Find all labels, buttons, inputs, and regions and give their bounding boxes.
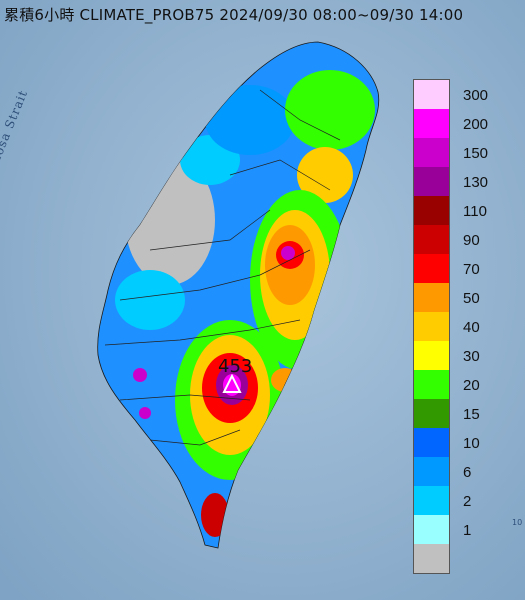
legend-label: 1	[463, 522, 472, 539]
legend-label: 300	[463, 87, 489, 104]
legend-label: 30	[463, 348, 480, 365]
legend-label: 6	[463, 464, 472, 481]
legend-swatch	[414, 80, 449, 109]
legend-swatch	[414, 428, 449, 457]
legend-swatch	[414, 515, 449, 544]
legend-swatch	[414, 341, 449, 370]
legend-swatch	[414, 254, 449, 283]
legend-label: 2	[463, 493, 472, 510]
legend-swatch	[414, 138, 449, 167]
legend-swatch	[414, 312, 449, 341]
legend-label: 10	[463, 435, 480, 452]
rainfall-legend: 300 200 150 130 110 90 70 50 40 30 20 15 10 6 2 1	[413, 79, 513, 574]
legend-label: 90	[463, 232, 480, 249]
legend-label: 130	[463, 174, 489, 191]
legend-label: 15	[463, 406, 480, 423]
legend-swatch	[414, 486, 449, 515]
county-borders	[104, 89, 341, 446]
legend-swatch	[414, 109, 449, 138]
legend-swatch	[414, 370, 449, 399]
legend-label: 70	[463, 261, 480, 278]
legend-swatch	[414, 167, 449, 196]
legend-label: 20	[463, 377, 480, 394]
legend-swatch	[414, 283, 449, 312]
legend-label: 150	[463, 145, 489, 162]
legend-swatch	[414, 225, 449, 254]
max-station-marker	[222, 373, 242, 393]
map-title: 累積6小時 CLIMATE_PROB75 2024/09/30 08:00~09…	[4, 6, 464, 24]
edge-text: 10	[512, 518, 523, 527]
legend-swatch	[414, 457, 449, 486]
legend-label: 40	[463, 319, 480, 336]
legend-swatch	[414, 196, 449, 225]
legend-label: 110	[463, 203, 487, 220]
max-rainfall-label: 453	[218, 356, 253, 377]
legend-color-bar	[413, 79, 450, 574]
legend-swatch	[414, 399, 449, 428]
legend-label: 200	[463, 116, 489, 133]
legend-swatch	[414, 544, 449, 573]
legend-label: 50	[463, 290, 480, 307]
